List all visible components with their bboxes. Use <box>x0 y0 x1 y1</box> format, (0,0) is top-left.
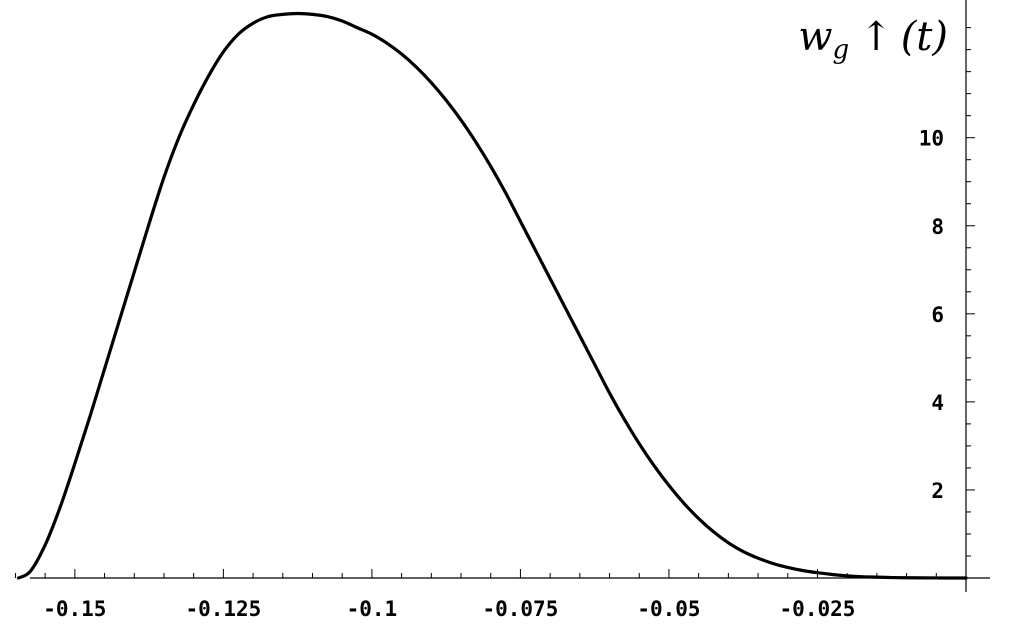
x-tick-label: -0.1 <box>347 597 398 621</box>
x-tick-label: -0.025 <box>780 597 856 621</box>
y-axis-title-arrow: ↑ <box>859 14 893 60</box>
series-line <box>16 11 968 580</box>
y-axis-title-sub: g <box>833 35 850 65</box>
y-tick-label: 10 <box>919 127 944 151</box>
x-tick-label: -0.05 <box>637 597 700 621</box>
x-tick-label: -0.15 <box>43 597 106 621</box>
series-layer <box>16 11 968 580</box>
y-axis-title: wg ↑ (t) <box>798 14 948 65</box>
y-tick-label: 8 <box>931 215 944 239</box>
y-axis-title-arg: (t) <box>901 14 948 60</box>
y-tick-label: 6 <box>931 303 944 327</box>
x-axis: -0.15 -0.125 -0.1 -0.075 -0.05 -0.025 <box>14 569 990 621</box>
y-axis: 2 4 6 8 10 <box>919 0 975 592</box>
y-axis-title-var: w <box>798 14 832 60</box>
y-tick-label: 4 <box>931 391 944 415</box>
x-tick-label: -0.125 <box>185 597 261 621</box>
x-tick-label: -0.075 <box>482 597 558 621</box>
y-tick-label: 2 <box>931 479 944 503</box>
